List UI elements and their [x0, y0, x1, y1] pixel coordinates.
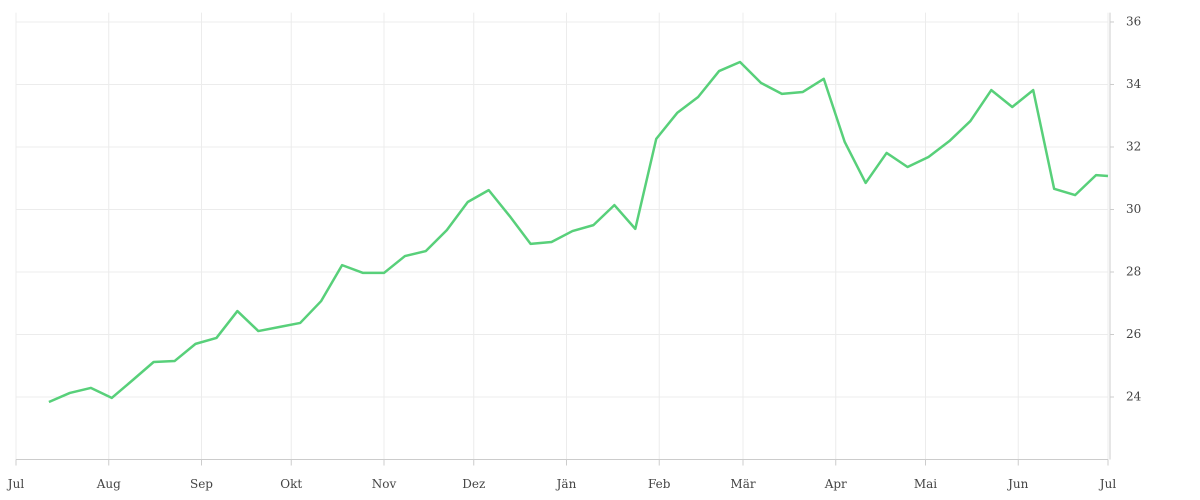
x-tick-label: Jän: [555, 477, 577, 491]
y-tick-label: 32: [1126, 139, 1141, 153]
y-tick-label: 24: [1126, 389, 1142, 403]
x-tick-label: Jul: [6, 477, 25, 491]
y-tick-label: 34: [1126, 77, 1142, 91]
x-tick-label: Sep: [190, 477, 213, 491]
y-tick-label: 36: [1126, 14, 1141, 28]
x-tick-label: Feb: [648, 477, 671, 491]
x-tick-label: Mär: [730, 477, 755, 491]
x-tick-label: Jul: [1098, 477, 1117, 491]
x-tick-label: Nov: [372, 477, 397, 491]
x-tick-label: Jun: [1006, 477, 1029, 491]
x-tick-label: Apr: [824, 477, 847, 491]
line: [48, 60, 1109, 404]
x-tick-label: Okt: [280, 477, 302, 491]
y-tick-label: 28: [1126, 264, 1141, 278]
y-tick-label: 26: [1126, 327, 1141, 341]
x-tick-label: Dez: [462, 477, 485, 491]
x-tick-label: Mai: [914, 477, 937, 491]
y-tick-label: 30: [1126, 202, 1141, 216]
x-tick-label: Aug: [96, 477, 121, 491]
